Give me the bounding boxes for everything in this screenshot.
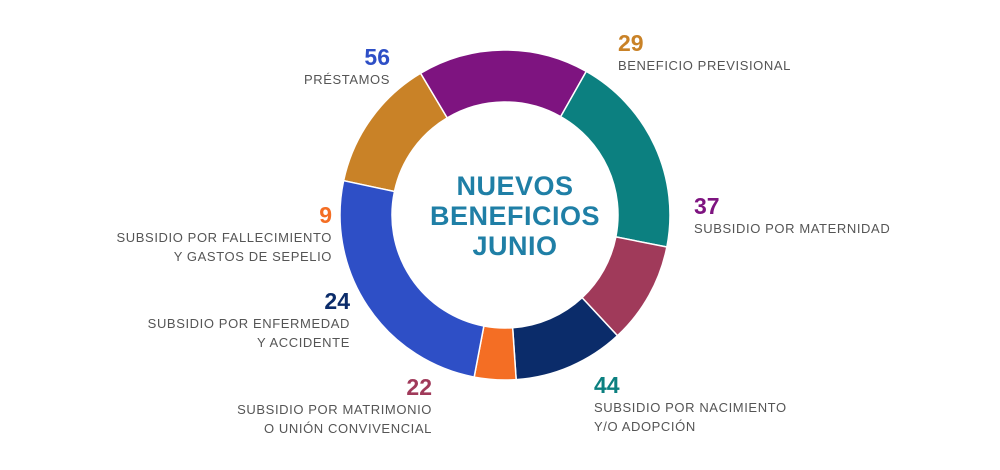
slice-value: 24 [324, 288, 350, 314]
chart-title-line-1: NUEVOS [456, 171, 574, 201]
slice-value: 56 [364, 44, 390, 70]
slice-value: 9 [319, 202, 332, 228]
slice-label-matrimonio: 22 SUBSIDIO POR MATRIMONIO O UNIÓN CONVI… [190, 374, 432, 438]
slice-name-line-1: SUBSIDIO POR ENFERMEDAD [147, 316, 350, 331]
slice-name-line-1: SUBSIDIO POR MATRIMONIO [237, 402, 432, 417]
slice-name-line-1: SUBSIDIO POR MATERNIDAD [694, 221, 891, 236]
slice-value: 29 [618, 30, 644, 56]
donut-slice-1 [419, 49, 588, 119]
slice-label-maternidad: 37 SUBSIDIO POR MATERNIDAD [694, 193, 890, 238]
chart-title-line-3: JUNIO [472, 231, 558, 261]
slice-label-beneficio-previsional: 29 BENEFICIO PREVISIONAL [618, 30, 791, 75]
slice-value: 37 [694, 193, 720, 219]
slice-name-line-1: SUBSIDIO POR NACIMIENTO [594, 400, 787, 415]
slice-name-line-1: SUBSIDIO POR FALLECIMIENTO [116, 230, 332, 245]
slice-value: 44 [594, 372, 620, 398]
slice-name-line-1: BENEFICIO PREVISIONAL [618, 58, 791, 73]
slice-name-line-2: Y ACCIDENTE [256, 335, 350, 350]
slice-name-line-1: PRÉSTAMOS [303, 72, 390, 87]
slice-value: 22 [406, 374, 432, 400]
slice-name-line-2: Y/O ADOPCIÓN [594, 419, 696, 434]
donut-slice-6 [339, 179, 485, 378]
slice-label-prestamos: 56 PRÉSTAMOS [180, 44, 390, 89]
slice-label-enfermedad: 24 SUBSIDIO POR ENFERMEDAD Y ACCIDENTE [100, 288, 350, 352]
slice-label-fallecimiento: 9 SUBSIDIO POR FALLECIMIENTO Y GASTOS DE… [80, 202, 332, 266]
slice-label-nacimiento: 44 SUBSIDIO POR NACIMIENTO Y/O ADOPCIÓN [594, 372, 787, 436]
chart-title-line-2: BENEFICIOS [429, 201, 601, 231]
slice-name-line-2: O UNIÓN CONVIVENCIAL [263, 421, 432, 436]
slice-name-line-2: Y GASTOS DE SEPELIO [173, 249, 332, 264]
